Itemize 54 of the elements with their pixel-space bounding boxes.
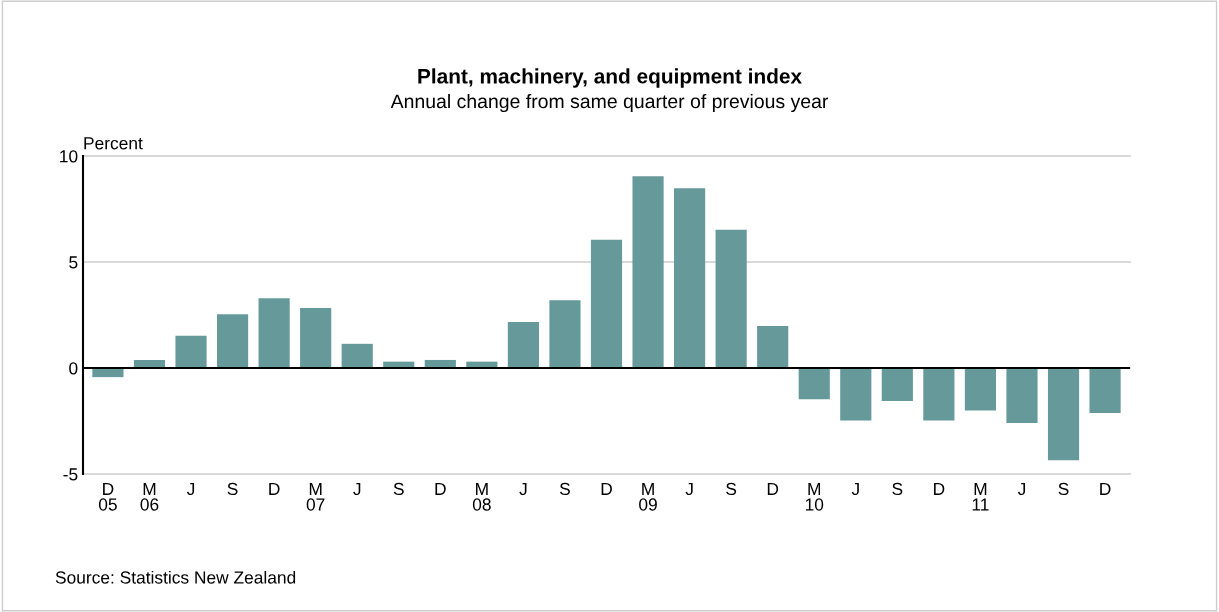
- y-tick-label: 10: [60, 150, 78, 163]
- x-tick-label: M 11: [972, 482, 989, 511]
- x-tick-label: D: [767, 482, 779, 495]
- x-tick-label: M 06: [140, 482, 159, 511]
- y-axis-title: Percent: [84, 137, 143, 150]
- x-tick-label: S: [227, 482, 238, 496]
- x-tick-label: M 07: [306, 482, 325, 511]
- y-tick-label: 0: [69, 362, 78, 375]
- x-tick-label: S: [393, 482, 404, 496]
- bar: [1047, 368, 1080, 461]
- x-tick-label: S: [1058, 482, 1069, 496]
- x-tick-label: J: [851, 482, 859, 496]
- chart-subtitle: Annual change from same quarter of previous year: [390, 93, 829, 113]
- x-tick-label: M 10: [805, 482, 824, 511]
- bar: [923, 368, 955, 421]
- bar: [216, 314, 249, 368]
- bar: [881, 368, 913, 402]
- x-tick-label: D: [269, 482, 280, 495]
- y-tick-label: -5: [63, 468, 78, 481]
- x-tick-label: J: [1017, 482, 1026, 496]
- bar: [300, 308, 332, 368]
- bar: [674, 188, 706, 368]
- bar: [632, 176, 664, 368]
- bar: [590, 239, 623, 368]
- x-tick-label: J: [519, 482, 527, 496]
- x-tick-label: M 08: [472, 482, 491, 511]
- bar: [549, 300, 581, 368]
- chart-title: Plant, machinery, and equipment index: [418, 68, 802, 88]
- x-tick-label: S: [892, 482, 903, 496]
- x-tick-label: D 05: [98, 482, 117, 511]
- source-note: Source: Statistics New Zealand: [55, 570, 296, 584]
- x-tick-label: S: [726, 482, 737, 496]
- x-tick-label: D: [601, 482, 612, 495]
- bar: [840, 368, 872, 421]
- x-tick-label: D: [435, 482, 446, 495]
- x-tick-label: D: [934, 482, 945, 495]
- x-tick-label: M 09: [639, 482, 657, 511]
- bar: [258, 298, 290, 368]
- x-tick-label: J: [353, 482, 361, 496]
- x-tick-label: J: [685, 482, 693, 496]
- bar: [175, 335, 207, 368]
- bar: [1089, 368, 1121, 413]
- bar: [715, 229, 747, 368]
- bar: [1006, 368, 1038, 423]
- bar: [92, 368, 124, 378]
- bar: [964, 368, 997, 411]
- x-tick-label: J: [186, 482, 195, 496]
- bar: [341, 343, 373, 368]
- x-tick-label: D: [1100, 482, 1111, 495]
- bar: [798, 368, 830, 400]
- bar: [507, 322, 539, 368]
- x-tick-label: S: [559, 482, 570, 496]
- y-tick-label: 5: [69, 256, 78, 269]
- bar: [757, 326, 789, 368]
